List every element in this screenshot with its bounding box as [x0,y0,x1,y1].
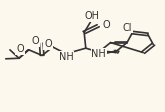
Text: NH: NH [59,52,73,62]
Text: O: O [16,44,24,54]
Text: NH: NH [91,49,106,59]
Text: O: O [32,36,39,46]
Text: OH: OH [84,11,99,21]
Text: O: O [44,39,52,49]
Text: Cl: Cl [123,23,132,32]
Text: O: O [103,20,110,30]
